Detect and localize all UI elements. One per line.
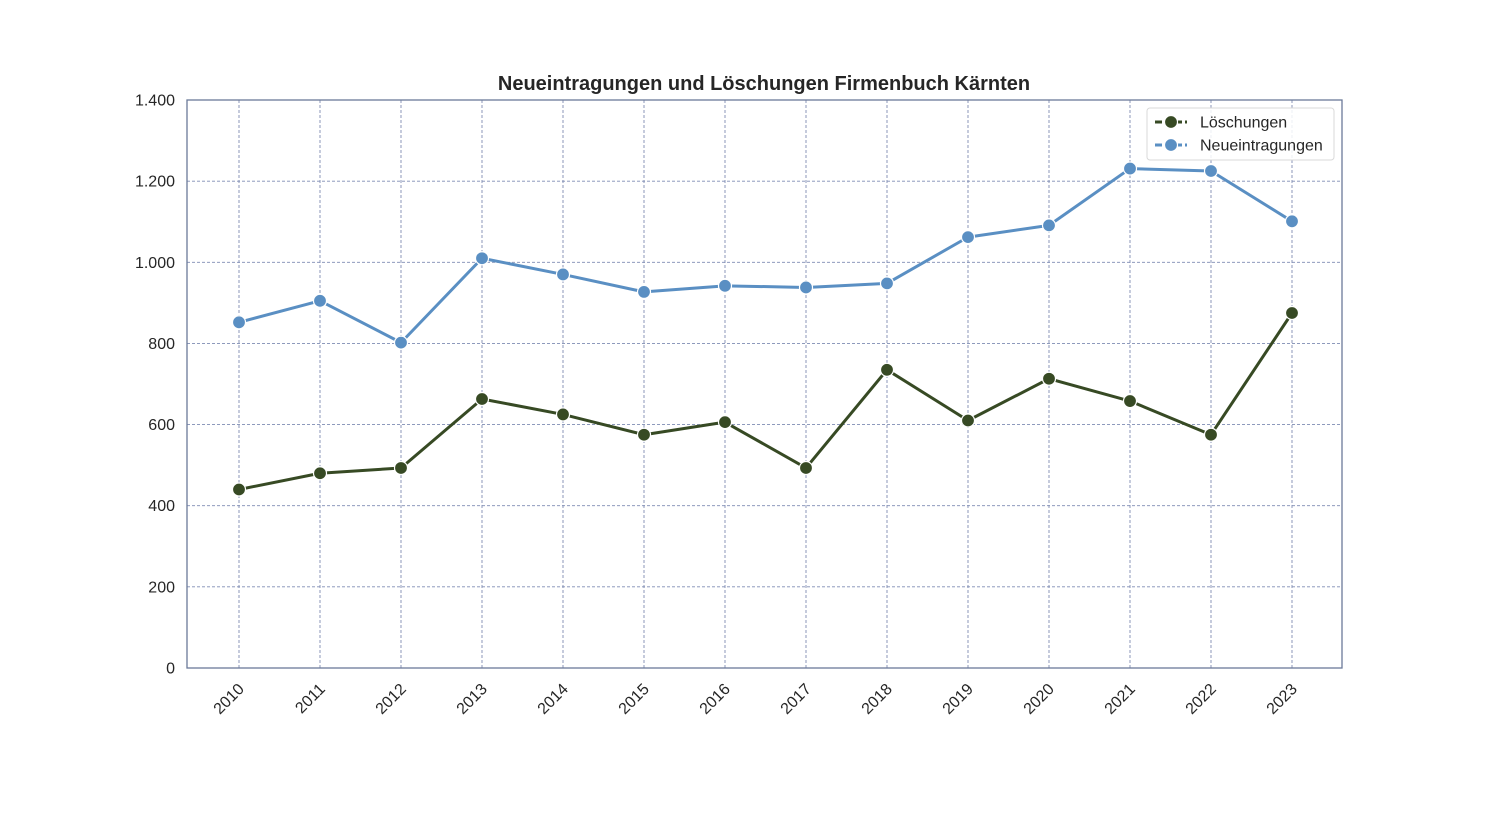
y-tick-label: 1.000: [135, 255, 175, 272]
data-point-neueintragungen: [960, 230, 976, 245]
legend-marker-loeschungen: [1163, 114, 1179, 130]
series-line-neueintragungen: [237, 167, 1294, 345]
y-axis-ticks: 0 200 400 600 800 1.000 1.200 1.400: [135, 93, 175, 678]
legend-box: [1146, 107, 1335, 161]
data-point-loeschungen: [231, 482, 247, 497]
series-line-loeschungen: [237, 311, 1294, 491]
legend-marker-neueintragungen: [1163, 137, 1179, 153]
data-point-neueintragungen: [555, 267, 571, 282]
data-point-loeschungen: [960, 413, 976, 428]
data-point-loeschungen: [717, 415, 733, 430]
chart-title: Neueintragungen und Löschungen Firmenbuc…: [498, 73, 1030, 95]
legend-label-loeschungen: Löschungen: [1200, 115, 1287, 132]
y-tick-label: 200: [148, 579, 175, 596]
plot-frame: [186, 99, 1343, 669]
data-point-loeschungen: [798, 460, 814, 476]
y-tick-label: 0: [166, 661, 175, 678]
data-point-loeschungen: [312, 466, 328, 481]
y-tick-label: 1.400: [135, 93, 175, 110]
data-point-neueintragungen: [1284, 214, 1300, 229]
data-point-loeschungen: [555, 407, 571, 422]
data-point-loeschungen: [1284, 305, 1300, 321]
data-point-neueintragungen: [231, 315, 247, 330]
data-point-neueintragungen: [474, 251, 490, 266]
series-layer: [231, 161, 1300, 497]
legend-label-neueintragungen: Neueintragungen: [1200, 138, 1323, 155]
data-point-loeschungen: [1203, 427, 1219, 442]
data-point-neueintragungen: [1203, 163, 1219, 179]
data-point-neueintragungen: [798, 280, 814, 295]
data-point-neueintragungen: [1041, 218, 1057, 233]
data-point-loeschungen: [474, 391, 490, 407]
legend: Löschungen Neueintragungen: [1146, 107, 1335, 161]
data-point-loeschungen: [1041, 371, 1057, 386]
data-point-neueintragungen: [717, 278, 733, 293]
data-point-neueintragungen: [1122, 161, 1138, 176]
data-point-neueintragungen: [312, 293, 328, 308]
data-point-neueintragungen: [393, 335, 409, 350]
y-tick-label: 600: [148, 417, 175, 434]
y-tick-label: 400: [148, 498, 175, 515]
data-point-loeschungen: [1122, 393, 1138, 409]
y-tick-label: 800: [148, 336, 175, 353]
data-point-neueintragungen: [636, 284, 652, 300]
data-point-loeschungen: [636, 427, 652, 442]
y-tick-label: 1.200: [135, 174, 175, 191]
data-point-neueintragungen: [879, 276, 895, 291]
data-point-loeschungen: [879, 362, 895, 377]
data-point-loeschungen: [393, 460, 409, 476]
